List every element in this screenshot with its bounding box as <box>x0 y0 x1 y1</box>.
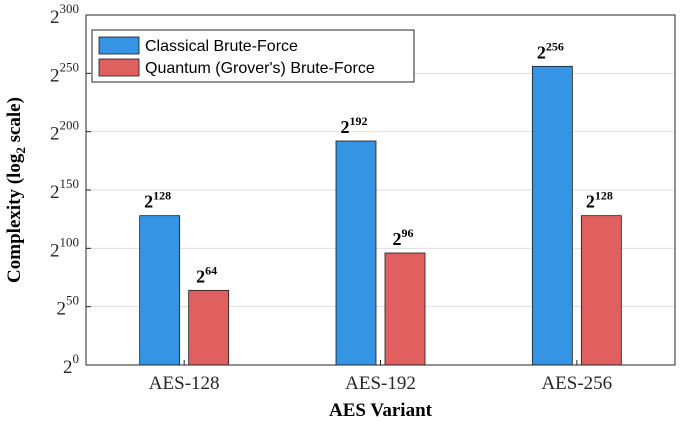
bar-value-exponent: 256 <box>546 39 564 53</box>
x-axis-ticks: AES-128 AES-192 AES-256 <box>149 360 612 394</box>
bar-aes-256-quantum <box>580 215 622 366</box>
y-tick-exponent: 250 <box>60 59 80 74</box>
y-tick-exponent: 0 <box>73 351 80 366</box>
bars <box>139 65 622 366</box>
x-tick-label: AES-256 <box>541 373 612 394</box>
bar-aes-192-quantum <box>384 252 426 366</box>
bar-value-base: 2 <box>586 192 595 212</box>
bar-aes-128-quantum <box>188 289 230 366</box>
y-tick-label: 2250 <box>50 59 79 86</box>
bar-value-exponent: 96 <box>402 226 414 240</box>
bar-value-label: 296 <box>393 226 414 249</box>
legend-box <box>91 29 415 83</box>
y-tick-label: 2150 <box>50 176 79 203</box>
bar-value-base: 2 <box>341 117 350 137</box>
y-tick-label: 2300 <box>50 1 79 28</box>
y-tick-exponent: 100 <box>60 234 80 249</box>
y-tick-base: 2 <box>50 65 60 86</box>
y-tick-base: 2 <box>57 299 67 320</box>
bar-value-label: 2256 <box>537 39 564 62</box>
bar-value-label: 2192 <box>341 114 368 137</box>
bar-aes-128-classical <box>139 215 181 366</box>
bar-value-exponent: 128 <box>153 189 171 203</box>
x-axis-title: AES Variant <box>329 400 433 421</box>
bar-value-exponent: 64 <box>205 263 217 277</box>
x-tick-label: AES-192 <box>345 373 416 394</box>
y-tick-exponent: 50 <box>66 293 79 308</box>
y-tick-label: 2100 <box>50 234 79 261</box>
y-tick-label: 20 <box>63 351 79 378</box>
bar-value-label: 264 <box>196 263 217 286</box>
y-axis-title-suffix: scale) <box>4 97 25 147</box>
bar-value-exponent: 128 <box>595 189 613 203</box>
y-tick-exponent: 200 <box>60 118 80 133</box>
bar-value-base: 2 <box>144 192 153 212</box>
bar-value-base: 2 <box>537 42 546 62</box>
legend-swatch-quantum <box>98 58 140 77</box>
y-tick-base: 2 <box>50 7 60 28</box>
y-tick-exponent: 300 <box>60 1 80 16</box>
legend: Classical Brute-Force Quantum (Grover's)… <box>91 29 415 83</box>
y-tick-base: 2 <box>50 240 60 261</box>
y-tick-label: 2200 <box>50 118 79 145</box>
bar-value-base: 2 <box>393 229 402 249</box>
legend-label-classical: Classical Brute-Force <box>145 38 298 55</box>
bar-aes-256-classical <box>531 65 573 366</box>
y-tick-base: 2 <box>63 357 73 378</box>
y-axis-title-prefix: Complexity (log <box>4 153 25 283</box>
bar-value-exponent: 192 <box>350 114 368 128</box>
bar-value-label: 2128 <box>144 189 171 212</box>
bar-value-label: 2128 <box>586 189 613 212</box>
bar-aes-192-classical <box>335 140 377 366</box>
y-axis-title: Complexity (log2 scale) <box>4 97 28 283</box>
y-tick-label: 250 <box>57 293 80 320</box>
legend-swatch-classical <box>98 36 140 55</box>
bar-value-base: 2 <box>196 266 205 286</box>
legend-label-quantum: Quantum (Grover's) Brute-Force <box>145 60 375 77</box>
x-tick-label: AES-128 <box>149 373 220 394</box>
y-tick-base: 2 <box>50 182 60 203</box>
y-tick-exponent: 150 <box>60 176 80 191</box>
y-tick-base: 2 <box>50 124 60 145</box>
y-axis-title-subscript: 2 <box>13 147 28 154</box>
